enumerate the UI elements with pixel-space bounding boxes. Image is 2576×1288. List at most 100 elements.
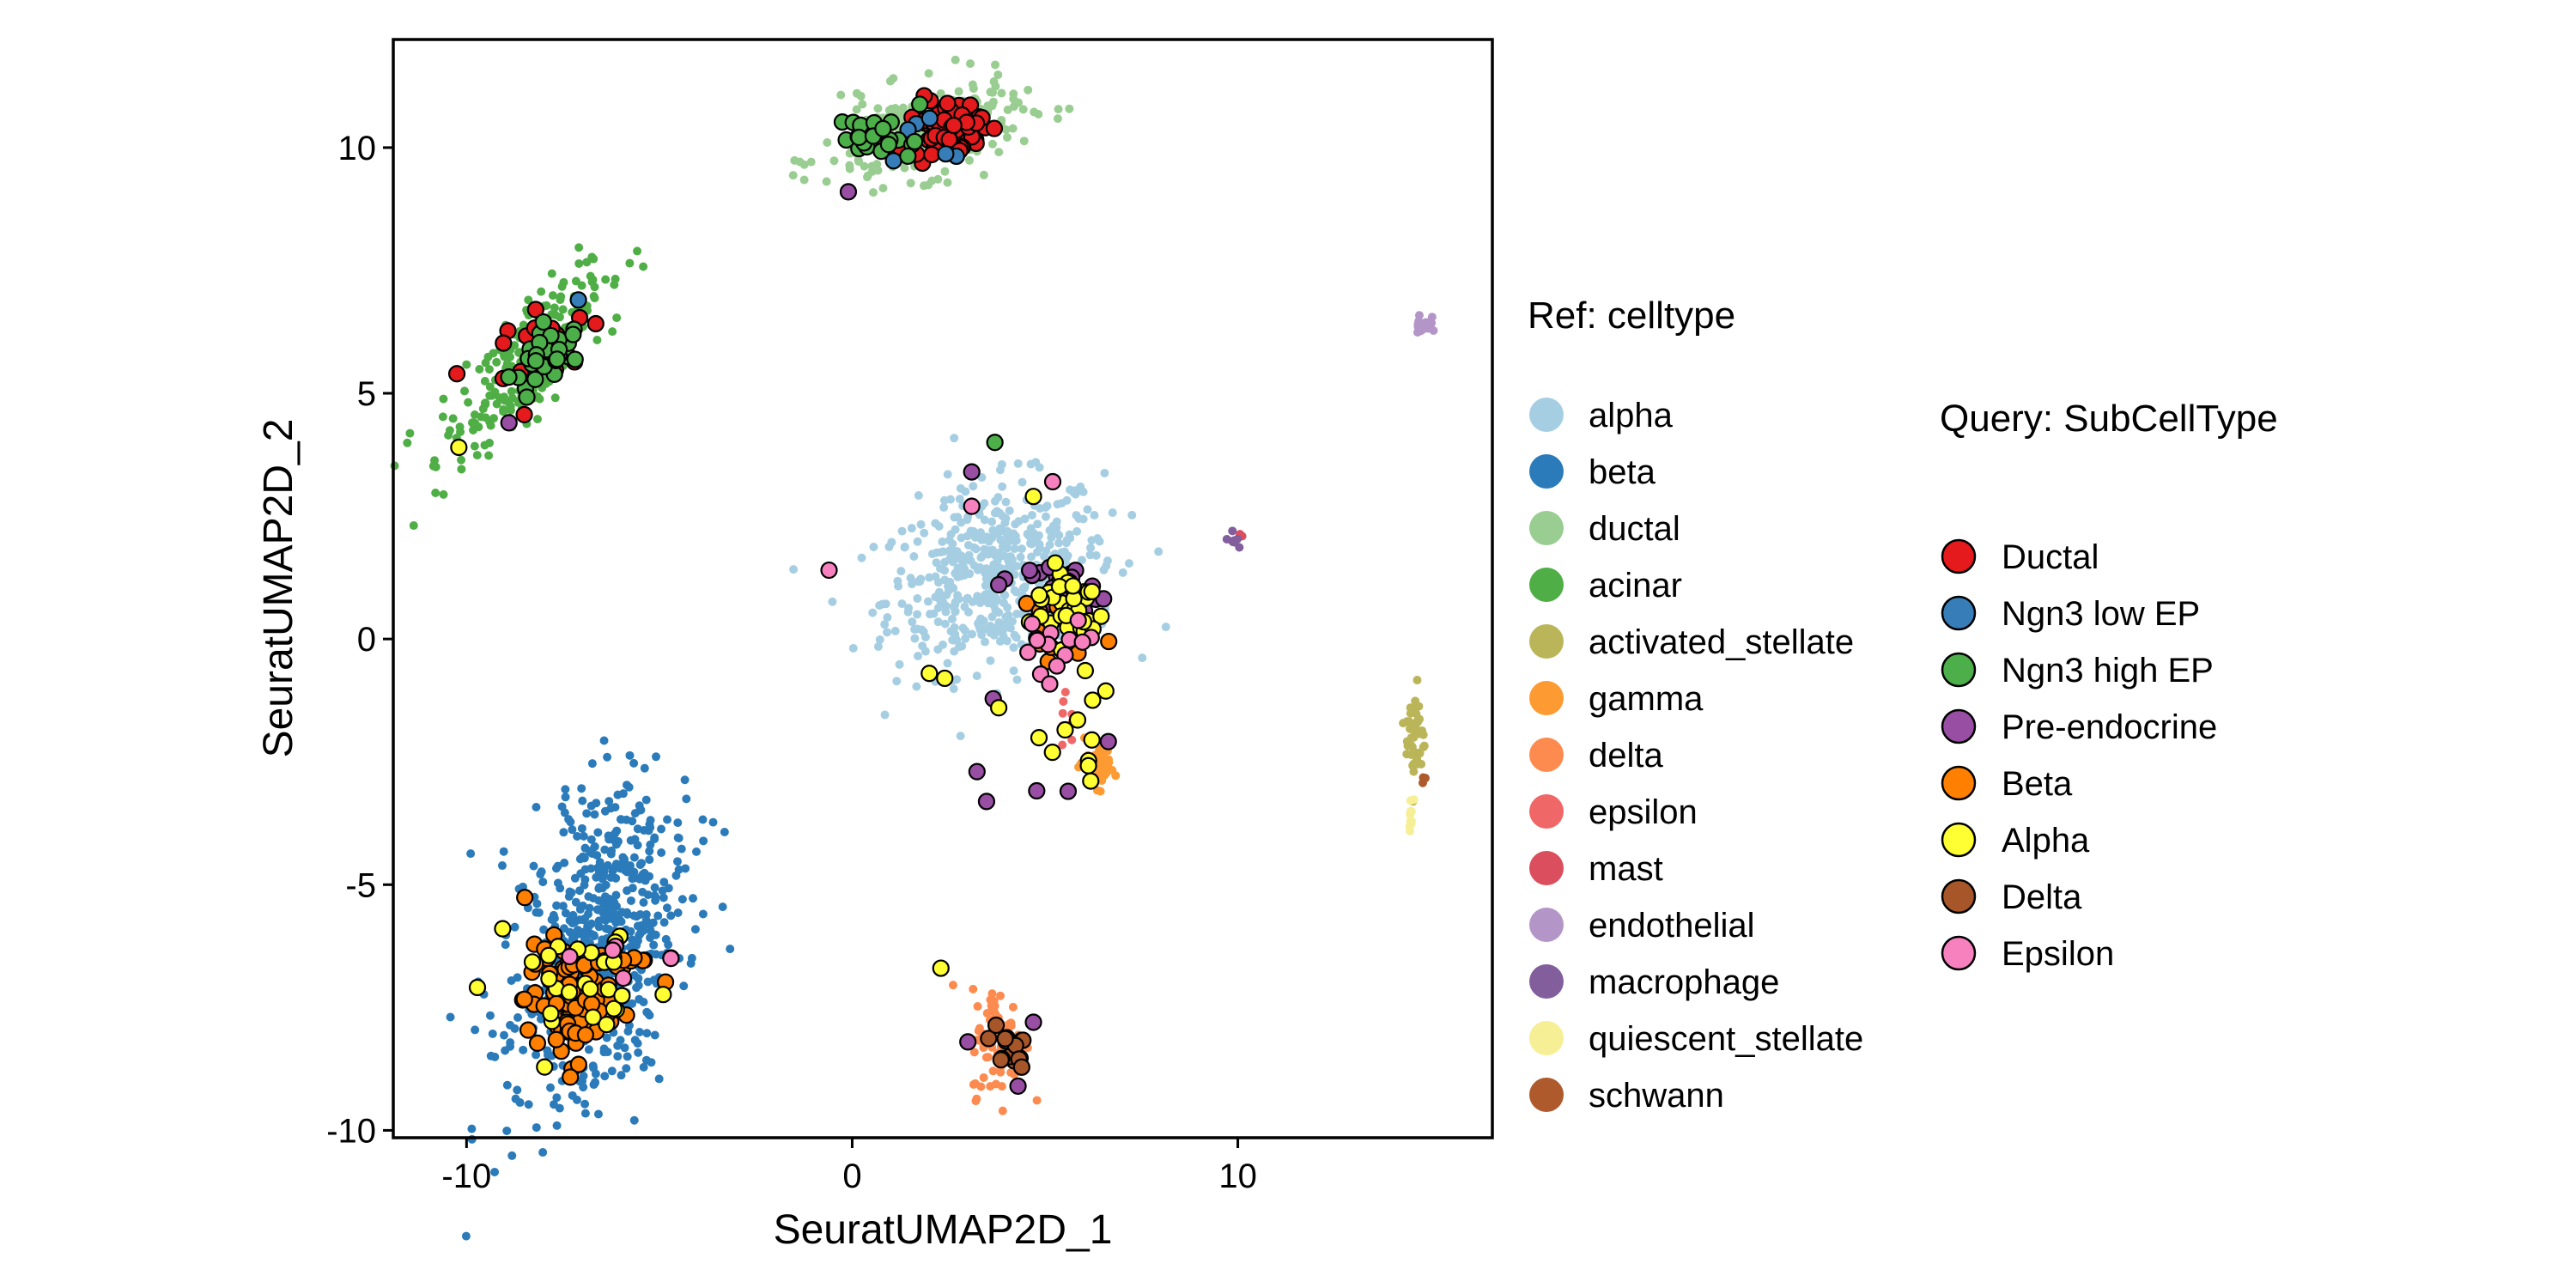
ref-point-beta <box>532 1050 541 1060</box>
query-point-pre-endocrine <box>500 414 518 432</box>
ref-point-quiescent-stellate <box>1406 810 1415 819</box>
ref-point-acinar <box>483 352 493 361</box>
ref-point-alpha <box>1086 544 1096 553</box>
ref-point-ductal <box>997 88 1006 98</box>
ref-point-alpha <box>1078 556 1087 565</box>
ref-point-beta <box>617 1071 626 1080</box>
ref-point-ductal <box>951 55 960 64</box>
ref-point-beta <box>649 975 659 985</box>
ref-point-beta <box>699 836 708 846</box>
ref-point-beta <box>471 1025 480 1035</box>
ref-point-beta <box>617 908 627 917</box>
ref-point-beta <box>524 1100 533 1109</box>
ref-point-beta <box>622 1064 631 1073</box>
ref-point-beta <box>519 1045 528 1054</box>
query-point-ngn3-high-ep <box>526 370 544 388</box>
ref-point-delta <box>988 1066 998 1076</box>
ref-point-delta <box>969 984 978 993</box>
ref-point-acinar <box>558 305 568 314</box>
ref-point-activated-stellate <box>1419 743 1428 752</box>
ref-point-acinar <box>439 394 448 404</box>
ref-point-acinar <box>486 421 495 430</box>
ref-point-acinar <box>550 393 560 403</box>
ref-point-alpha <box>916 519 926 529</box>
ref-point-beta <box>552 1093 562 1103</box>
query-point-ductal <box>939 94 957 112</box>
ref-point-beta <box>513 1012 523 1022</box>
query-point-ngn3-high-ep <box>874 119 892 137</box>
ref-point-alpha <box>1010 544 1019 554</box>
query-point-alpha <box>654 986 672 1004</box>
ref-point-beta <box>628 817 637 826</box>
ref-point-alpha <box>964 550 974 560</box>
legend-key-query-beta <box>1941 765 1977 801</box>
legend-label-delta: delta <box>1589 737 1663 775</box>
ref-point-alpha <box>1100 468 1109 477</box>
ref-point-beta <box>501 1046 510 1055</box>
x-axis-title: SeuratUMAP2D_1 <box>774 1207 1113 1253</box>
ref-point-beta <box>577 784 586 793</box>
ref-point-beta <box>654 1074 664 1084</box>
query-point-beta <box>1100 632 1118 651</box>
ref-point-activated-stellate <box>1415 714 1425 724</box>
ref-point-beta <box>643 890 653 900</box>
ref-point-alpha <box>950 513 959 522</box>
query-point-alpha <box>1082 772 1100 790</box>
ref-point-beta <box>513 973 522 982</box>
legend-key-activated-stellate <box>1529 624 1564 659</box>
ref-point-alpha <box>998 482 1007 491</box>
ref-point-alpha <box>940 557 950 567</box>
ref-point-beta <box>649 940 659 950</box>
ref-point-beta <box>538 878 548 887</box>
legend-label-gamma: gamma <box>1589 680 1704 718</box>
ref-point-delta <box>983 1053 993 1062</box>
ref-point-beta <box>560 858 569 867</box>
query-point-epsilon <box>1048 657 1066 675</box>
ref-point-delta <box>979 1072 988 1082</box>
ref-point-acinar <box>470 441 479 451</box>
legend-key-endothelial <box>1529 908 1564 942</box>
ref-point-beta <box>511 1094 520 1103</box>
query-point-delta <box>987 1016 1005 1035</box>
ref-point-beta <box>547 914 556 924</box>
ref-point-ductal <box>1053 114 1062 124</box>
ref-point-beta <box>682 794 691 804</box>
legend-key-acinar <box>1529 568 1564 602</box>
query-point-epsilon <box>1019 643 1037 661</box>
ref-point-ductal <box>1003 105 1012 114</box>
legend-key-query-alpha <box>1941 822 1977 858</box>
ref-point-beta <box>611 803 620 812</box>
ref-point-alpha <box>1138 653 1147 663</box>
ref-point-alpha <box>955 495 964 504</box>
ref-point-alpha <box>1076 482 1085 491</box>
ref-point-alpha <box>848 643 858 653</box>
query-point-alpha <box>936 669 954 688</box>
ref-point-beta <box>664 940 673 950</box>
ref-point-beta <box>590 841 599 851</box>
ref-point-beta <box>680 775 690 785</box>
ref-point-beta <box>659 878 669 887</box>
ref-point-beta <box>628 874 637 884</box>
ref-point-ductal <box>788 171 798 180</box>
ref-point-beta <box>486 1051 495 1060</box>
query-point-alpha <box>1046 554 1065 572</box>
ref-point-acinar <box>639 262 648 271</box>
query-point-alpha <box>536 1058 554 1076</box>
ref-point-alpha <box>960 602 969 611</box>
ref-point-ductal <box>965 155 975 165</box>
ref-point-beta <box>555 1103 564 1113</box>
ref-point-beta <box>643 1009 653 1018</box>
ref-point-alpha <box>875 601 884 611</box>
ref-point-beta <box>629 1115 639 1125</box>
x-tick-label: 0 <box>842 1157 861 1195</box>
ref-point-acinar <box>455 422 465 432</box>
ref-point-beta <box>646 926 655 935</box>
ref-point-beta <box>600 1072 610 1081</box>
ref-point-alpha <box>1012 587 1021 597</box>
ref-point-alpha <box>982 596 992 605</box>
ref-point-beta <box>552 901 562 910</box>
ref-point-beta <box>586 864 596 873</box>
ref-point-beta <box>591 1078 600 1087</box>
ref-point-alpha <box>975 625 985 635</box>
ref-point-quiescent-stellate <box>1409 795 1419 805</box>
